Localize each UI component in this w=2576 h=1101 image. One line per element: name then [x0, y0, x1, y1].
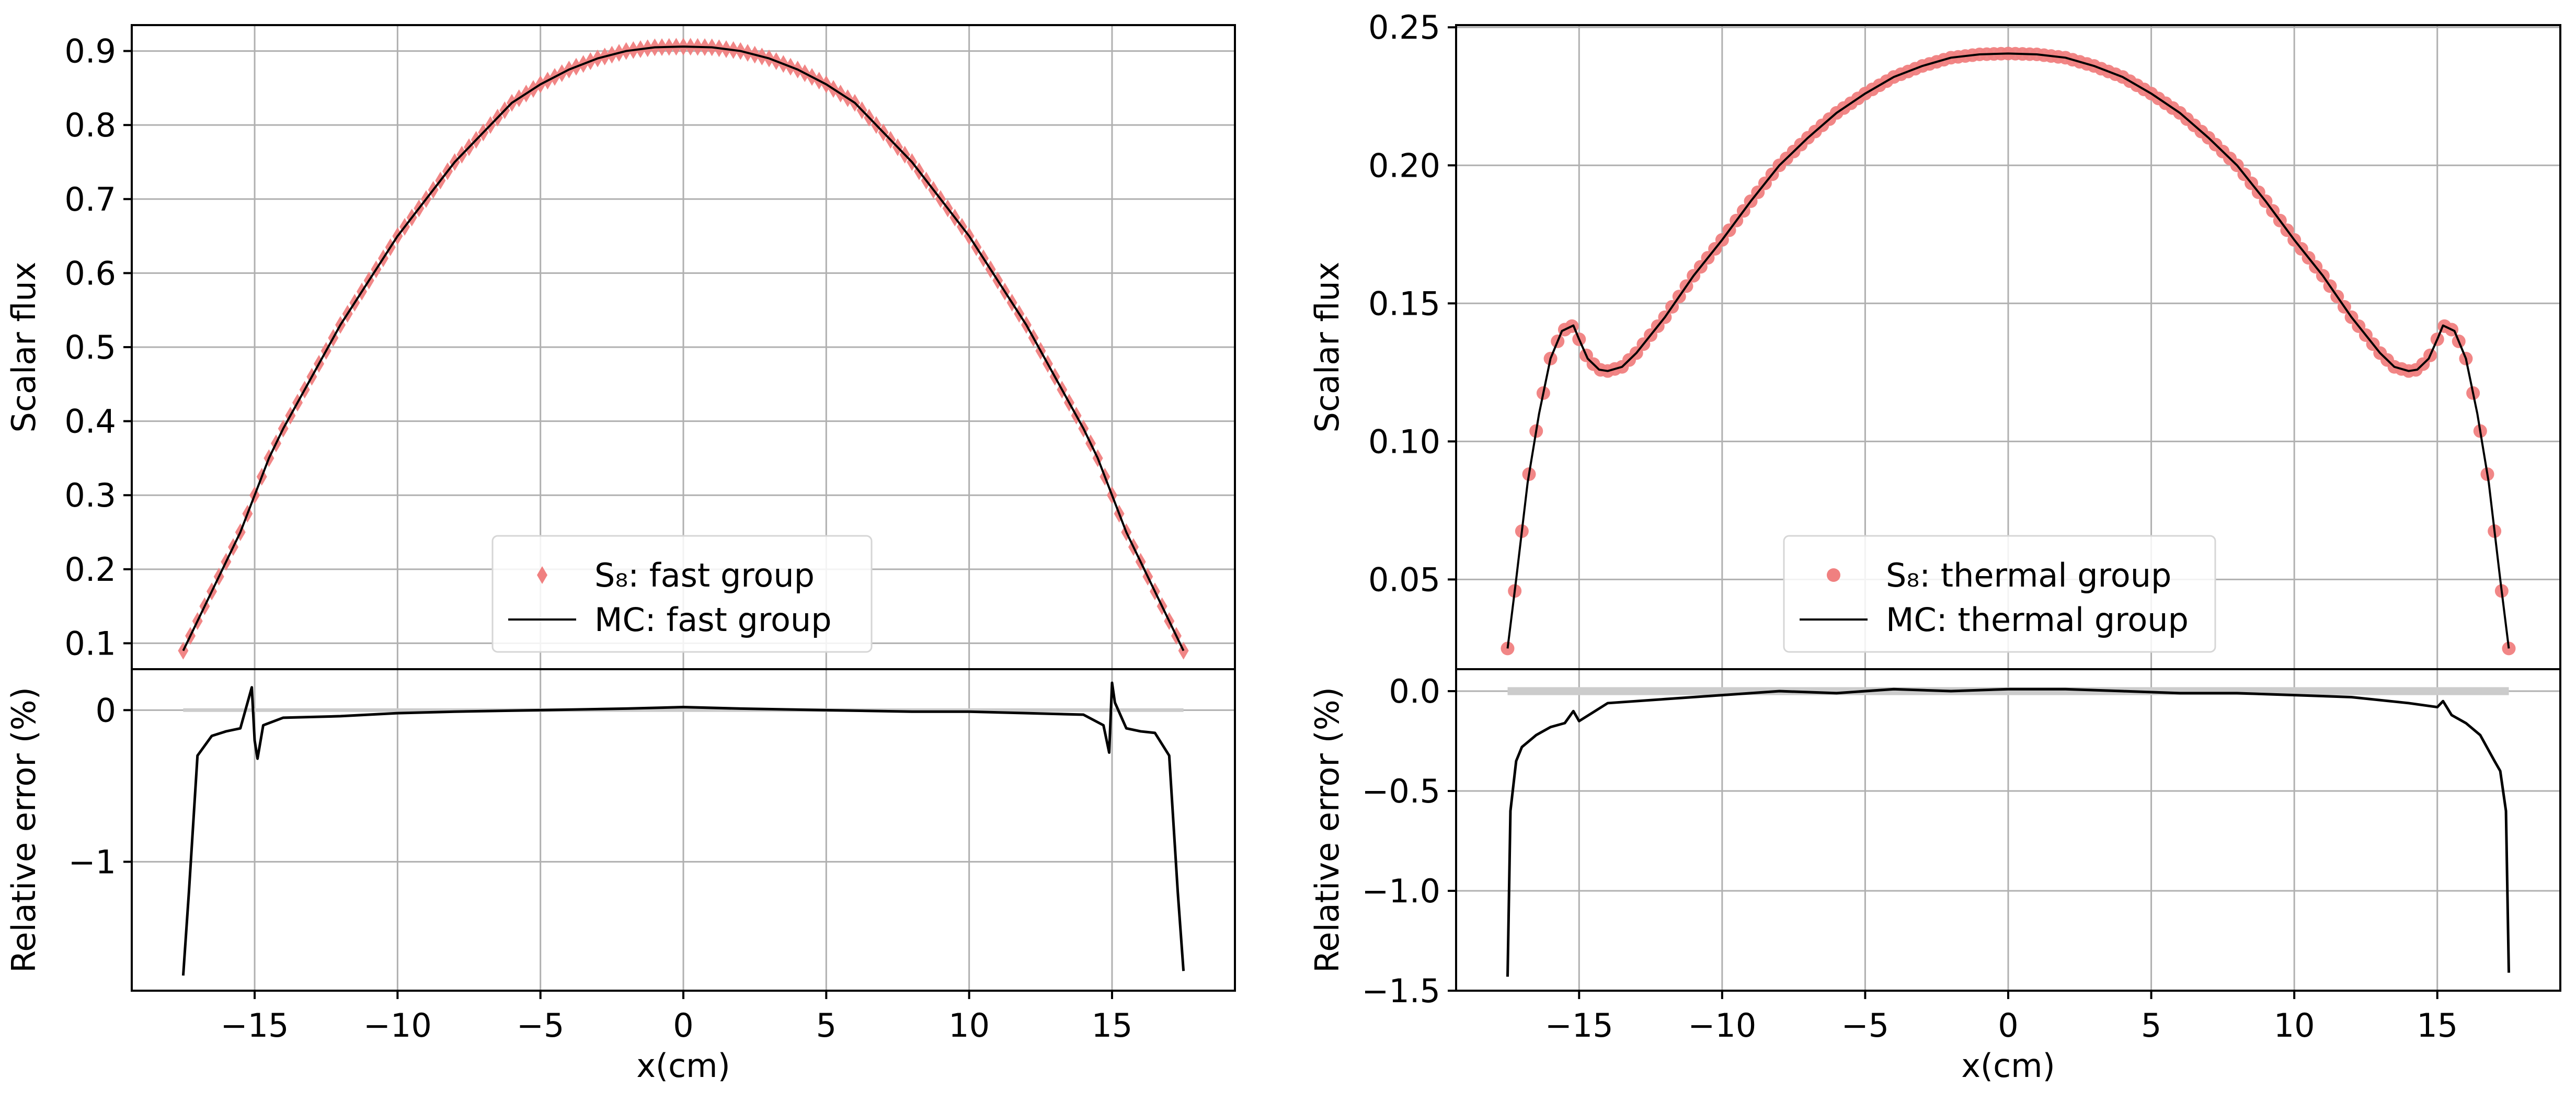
- plot-area: [181, 681, 1185, 976]
- relative-error-line: [181, 681, 1185, 976]
- x-axis-label: x(cm): [636, 1047, 730, 1085]
- x-tick-label: 5: [816, 1006, 837, 1045]
- x-tick-label: 15: [2417, 1006, 2458, 1045]
- top-axes: S₈: thermal group MC: thermal group 0.05 0.…: [1308, 8, 2561, 670]
- x-tick-label: 5: [2141, 1006, 2161, 1045]
- y-tick-label: 0.25: [1368, 8, 1440, 47]
- bottom-axes: 0 −1 Relative error (%) −15 −10 −5 0 5 10 15 x(cm): [5, 668, 1236, 1085]
- y-axis-label: Scalar flux: [1308, 262, 1346, 433]
- bottom-axes: 0.0 −0.5 −1.0 −1.5 Relative error (%) −15 −10 −…: [1308, 668, 2561, 1085]
- y-axis-label: Relative error (%): [1308, 687, 1346, 973]
- legend-s8-marker: [537, 566, 547, 584]
- y-tick-label: 0.7: [64, 180, 116, 219]
- y-tick-label: −1.5: [1361, 972, 1440, 1010]
- plot-area: [1501, 47, 2516, 656]
- top-axes: S₈: fast group MC: fast group 0.1 0.2 0.3 0.4…: [5, 24, 1236, 670]
- y-tick-label: −0.5: [1361, 772, 1440, 810]
- y-tick-label: 0.9: [64, 32, 116, 71]
- x-tick-label: 10: [948, 1006, 990, 1045]
- y-axis-label: Scalar flux: [5, 262, 43, 433]
- x-tick-label: 0: [1998, 1006, 2018, 1045]
- plot-area: [1506, 687, 2511, 977]
- uncertainty-band: [183, 708, 1184, 712]
- y-tick-label: 0.5: [64, 328, 116, 366]
- y-tick-label: −1.0: [1361, 872, 1440, 910]
- legend-frame: [491, 535, 873, 653]
- y-tick-label: 0.15: [1368, 284, 1440, 323]
- y-tick-label: 0.8: [64, 106, 116, 144]
- y-tick-label: 0.05: [1368, 560, 1440, 599]
- legend-s8-marker: [1827, 568, 1840, 582]
- x-tick-label: −15: [221, 1006, 289, 1045]
- y-tick-label: 0.20: [1368, 146, 1440, 185]
- y-axis-label: Relative error (%): [5, 687, 43, 973]
- y-tick-label: 0.0: [1389, 672, 1440, 710]
- mc-line: [1506, 52, 2510, 649]
- y-tick-label: 0.1: [64, 624, 116, 662]
- legend-mc-label: MC: thermal group: [1886, 601, 2189, 639]
- y-tick-label: 0.2: [64, 550, 116, 589]
- legend-mc-label: MC: fast group: [594, 601, 832, 639]
- x-tick-label: 0: [673, 1006, 693, 1045]
- mc-line: [182, 45, 1185, 651]
- legend-s8-label: S₈: fast group: [594, 556, 815, 594]
- x-axis-label: x(cm): [1961, 1047, 2055, 1085]
- legend: S₈: fast group MC: fast group: [491, 535, 873, 653]
- x-tick-label: −10: [1688, 1006, 1756, 1045]
- y-tick-label: 0.3: [64, 476, 116, 514]
- y-tick-label: 0.10: [1368, 422, 1440, 461]
- legend: S₈: thermal group MC: thermal group: [1783, 535, 2216, 653]
- y-tick-label: 0.6: [64, 254, 116, 292]
- x-tick-label: 10: [2274, 1006, 2315, 1045]
- panel-fast-group: S₈: fast group MC: fast group 0.1 0.2 0.3 0.4…: [5, 24, 1236, 1085]
- legend-s8-label: S₈: thermal group: [1886, 556, 2171, 594]
- x-tick-label: 15: [1091, 1006, 1132, 1045]
- y-tick-label: 0: [96, 691, 116, 729]
- relative-error-line: [1506, 687, 2511, 977]
- x-tick-label: −15: [1545, 1006, 1613, 1045]
- legend-frame: [1783, 535, 2216, 653]
- x-tick-label: −5: [517, 1006, 564, 1045]
- y-tick-label: −1: [68, 843, 116, 881]
- plot-area: [178, 38, 1189, 660]
- x-tick-label: −10: [363, 1006, 432, 1045]
- y-tick-label: 0.4: [64, 403, 116, 441]
- x-tick-label: −5: [1841, 1006, 1889, 1045]
